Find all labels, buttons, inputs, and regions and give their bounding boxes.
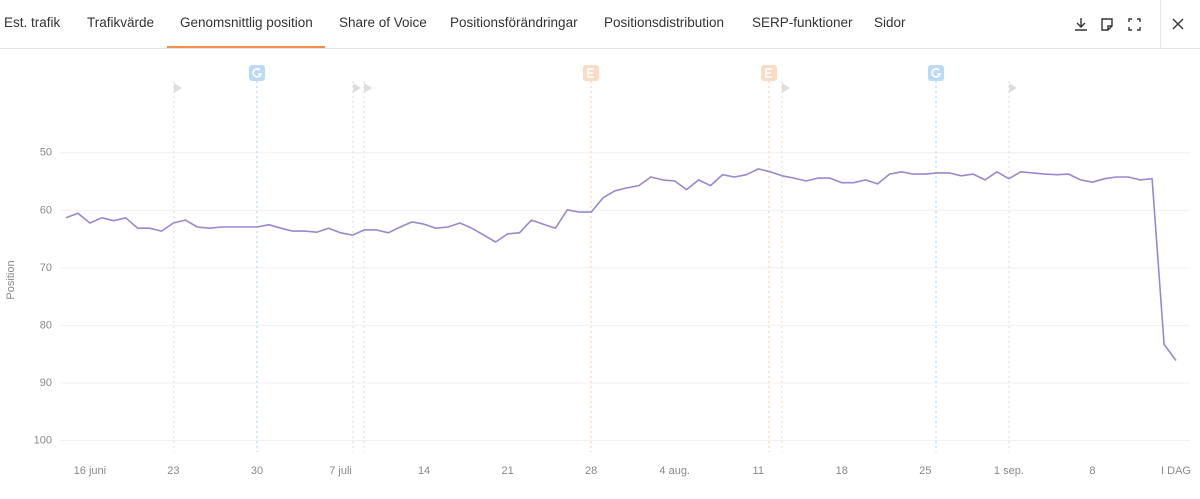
tab[interactable]: Positionsdistribution <box>604 15 725 30</box>
x-tick-label: 7 juli <box>329 465 352 477</box>
y-tick-label: 80 <box>40 319 52 331</box>
x-tick-label: 18 <box>836 465 848 477</box>
x-tick-label: 1 sep. <box>994 465 1024 477</box>
y-tick-label: 90 <box>40 377 52 389</box>
series-line <box>65 168 1177 361</box>
active-underline <box>167 46 325 48</box>
tab-bar: Est. trafik Trafikvärde Genomsnittlig po… <box>0 0 1200 49</box>
fullscreen-icon[interactable] <box>1128 18 1141 31</box>
y-tick-label: 70 <box>40 262 52 274</box>
x-tick-label: 25 <box>919 465 931 477</box>
tab[interactable]: SERP-funktioner <box>752 15 853 30</box>
y-axis-label: Position <box>5 260 17 299</box>
tab[interactable]: Trafikvärde <box>87 15 155 30</box>
event-icon <box>928 65 944 81</box>
tab[interactable]: Positionsförändringar <box>450 15 578 30</box>
close-icon[interactable] <box>1172 18 1184 30</box>
event-icon-glyph <box>765 68 772 78</box>
x-tick-label: 14 <box>418 465 430 477</box>
event-flag <box>364 83 372 93</box>
event-flag <box>782 83 790 93</box>
note-icon[interactable] <box>1101 18 1113 31</box>
tab[interactable]: Share of Voice <box>339 15 427 30</box>
x-tick-label: 28 <box>585 465 597 477</box>
x-tick-label: I DAG <box>1161 465 1191 477</box>
x-tick-label: 23 <box>167 465 179 477</box>
download-icon[interactable] <box>1075 18 1087 31</box>
event-flag <box>353 83 361 93</box>
tab[interactable]: Sidor <box>874 15 906 30</box>
event-flag <box>174 83 182 93</box>
event-icon-glyph <box>252 68 263 78</box>
toolbar-icons <box>1075 18 1141 31</box>
event-flag <box>1009 83 1017 93</box>
x-tick-label: 30 <box>251 465 263 477</box>
tab[interactable]: Genomsnittlig position <box>180 15 313 30</box>
chart: Position 50 60 70 80 90 100 16 juni 23 30 7 juli 1… <box>5 65 1191 477</box>
divider <box>1160 0 1161 48</box>
x-tick-label: 4 aug. <box>659 465 690 477</box>
event-icon-glyph <box>931 68 942 78</box>
x-tick-label: 16 juni <box>74 465 106 477</box>
y-tick-label: 100 <box>34 434 52 446</box>
event-icon <box>249 65 265 81</box>
y-tick-label: 60 <box>40 204 52 216</box>
x-tick-label: 11 <box>753 465 764 477</box>
tab[interactable]: Est. trafik <box>4 15 61 30</box>
x-tick-label: 8 <box>1089 465 1095 477</box>
y-tick-label: 50 <box>40 147 52 159</box>
x-tick-label: 21 <box>501 465 513 477</box>
event-icon-glyph <box>587 68 594 78</box>
